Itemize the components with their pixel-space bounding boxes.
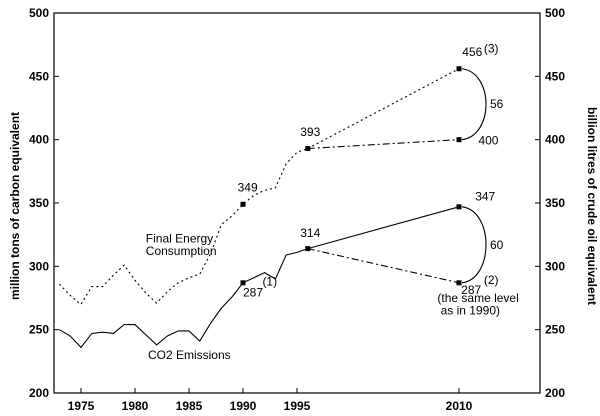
difference-brackets: 56 60	[461, 68, 504, 284]
data-marker	[305, 246, 311, 252]
projection-line	[307, 206, 460, 250]
y-axis-title-left: million tons of carbon equivalent	[8, 112, 22, 300]
data-marker	[456, 66, 462, 72]
data-marker	[240, 280, 246, 286]
annotation-label: Consumption	[146, 244, 217, 258]
x-tick-label: 1980	[122, 399, 149, 413]
x-tick-label: 1975	[68, 399, 95, 413]
series-line	[59, 148, 308, 306]
annotation-label: Final Energy	[146, 231, 213, 245]
data-marker	[240, 201, 246, 207]
annotation-label: 349	[238, 181, 258, 195]
y-tick-label-right: 400	[545, 133, 565, 147]
y-tick-label-right: 500	[545, 6, 565, 20]
annotation-label: 314	[300, 226, 320, 240]
annotation-label: (the same level	[437, 291, 518, 305]
data-marker	[456, 137, 462, 143]
y-tick-label-right: 250	[545, 323, 565, 337]
x-tick-label: 1985	[176, 399, 203, 413]
x-tick-label: 1990	[230, 399, 257, 413]
data-markers	[240, 66, 462, 286]
difference-bracket	[461, 68, 487, 141]
projection-line	[307, 248, 460, 284]
difference-bracket	[461, 206, 487, 284]
projection-line	[307, 68, 460, 150]
annotation-label: (3)	[484, 41, 499, 55]
annotation-label: as in 1990)	[441, 303, 500, 317]
annotation-label: 287	[461, 283, 481, 297]
y-tick-label-left: 300	[29, 259, 49, 273]
annotation-label: 456	[462, 45, 482, 59]
annotation-label: 393	[300, 125, 320, 139]
annotation-label: 347	[475, 189, 495, 203]
projection-line	[307, 139, 460, 150]
annotation-label: 287	[243, 286, 263, 300]
y-tick-label-left: 250	[29, 323, 49, 337]
axis-ticks: 200 200 250 250 300 300 350 350 400 400 450 450 500 5…	[29, 6, 565, 413]
annotation-label: (1)	[262, 274, 277, 288]
annotation-label: CO2 Emissions	[148, 348, 231, 362]
y-tick-label-left: 200	[29, 386, 49, 400]
y-tick-label-right: 300	[545, 259, 565, 273]
projection-lines	[307, 68, 460, 284]
series-lines	[59, 148, 308, 349]
y-tick-label-left: 500	[29, 6, 49, 20]
y-tick-label-left: 400	[29, 133, 49, 147]
annotation-label: (2)	[484, 273, 499, 287]
difference-label: 56	[490, 97, 504, 111]
y-tick-label-left: 350	[29, 196, 49, 210]
data-marker	[456, 280, 462, 286]
y-tick-label-right: 450	[545, 69, 565, 83]
difference-label: 60	[490, 238, 504, 252]
annotation-label: 400	[478, 134, 498, 148]
y-tick-label-left: 450	[29, 69, 49, 83]
x-tick-label: 2010	[446, 399, 473, 413]
y-tick-label-right: 350	[545, 196, 565, 210]
data-marker	[305, 146, 311, 152]
x-tick-label: 1995	[284, 399, 311, 413]
y-axis-title-right: billion litres of crude oil equivalent	[585, 107, 599, 305]
data-marker	[456, 204, 462, 210]
series-line	[59, 248, 308, 349]
y-tick-label-right: 200	[545, 386, 565, 400]
